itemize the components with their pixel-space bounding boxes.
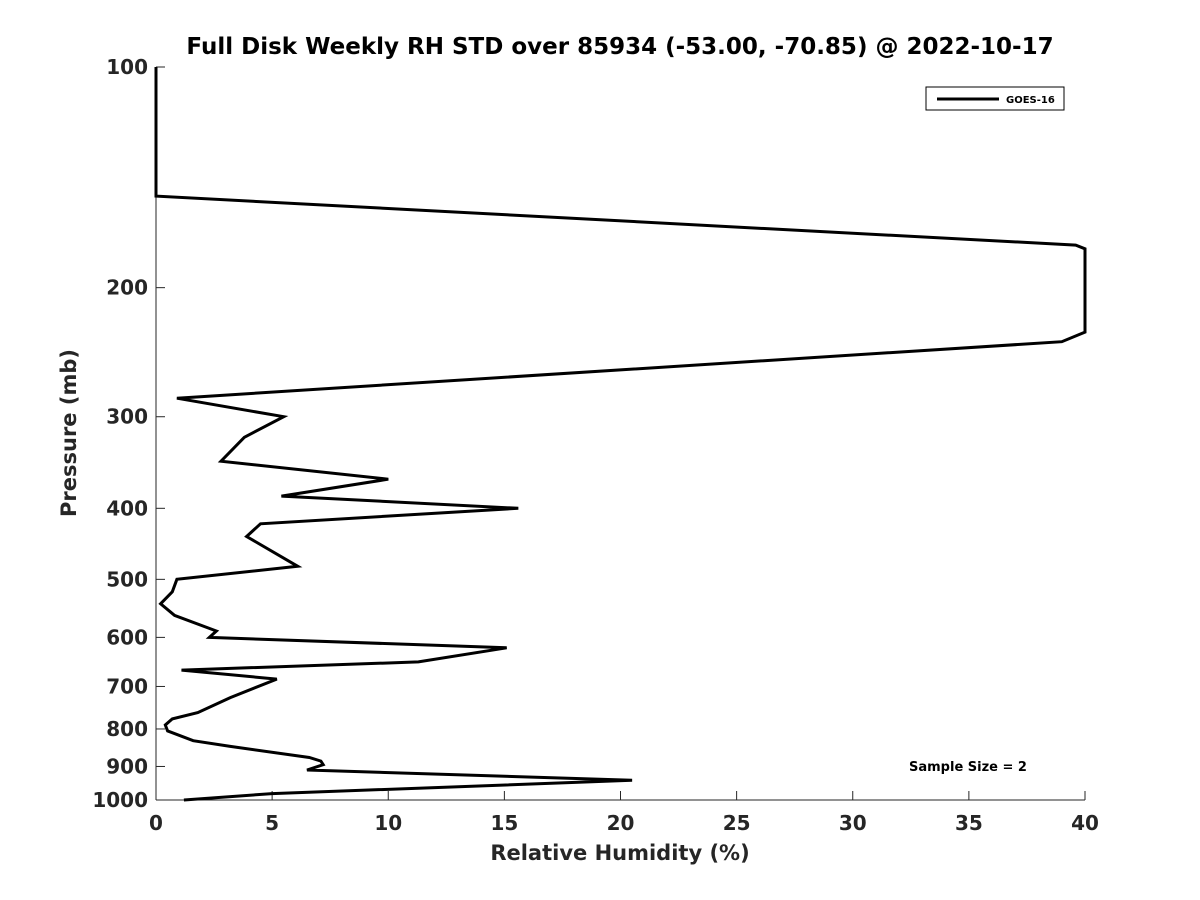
- x-tick-label: 40: [1071, 811, 1099, 835]
- x-ticks: 0 5 10 15 20 25 30 35 40: [149, 791, 1099, 835]
- y-ticks: 100 200 300 400 500 600 700 800 900 1000: [92, 55, 165, 812]
- y-tick-label: 200: [106, 276, 148, 300]
- y-tick-label: 800: [106, 717, 148, 741]
- series-line-goes-16: [154, 67, 1087, 802]
- x-tick-label: 30: [839, 811, 867, 835]
- series-layer: [154, 67, 1087, 802]
- chart-title: Full Disk Weekly RH STD over 85934 (-53.…: [186, 34, 1053, 60]
- y-tick-label: 1000: [92, 788, 148, 812]
- x-tick-label: 20: [607, 811, 635, 835]
- y-tick-label: 400: [106, 496, 148, 520]
- x-tick-label: 25: [723, 811, 751, 835]
- x-tick-label: 15: [490, 811, 518, 835]
- x-tick-label: 5: [265, 811, 279, 835]
- y-tick-label: 700: [106, 674, 148, 698]
- y-tick-label: 500: [106, 567, 148, 591]
- legend-label: GOES-16: [1006, 95, 1055, 106]
- y-tick-label: 600: [106, 625, 148, 649]
- x-axis-title: Relative Humidity (%): [490, 841, 749, 865]
- x-tick-label: 35: [955, 811, 983, 835]
- y-tick-label: 100: [106, 55, 148, 79]
- y-tick-label: 900: [106, 754, 148, 778]
- x-tick-label: 0: [149, 811, 163, 835]
- legend: GOES-16: [925, 86, 1065, 111]
- y-axis-title: Pressure (mb): [57, 349, 81, 517]
- sample-size-annotation: Sample Size = 2: [909, 760, 1027, 775]
- y-tick-label: 300: [106, 405, 148, 429]
- x-tick-label: 10: [374, 811, 402, 835]
